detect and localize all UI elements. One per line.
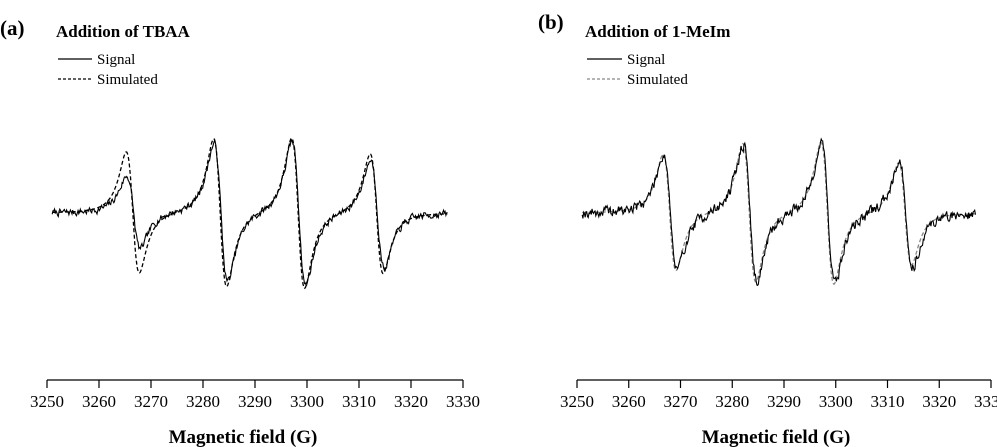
x-tick-label: 3280 [715, 392, 749, 411]
legend-label-signal: Signal [627, 52, 665, 68]
x-tick-label: 3290 [767, 392, 801, 411]
legend-label-signal: Signal [97, 52, 135, 68]
panel-label: (b) [538, 10, 564, 34]
simulated-line [582, 141, 976, 286]
x-tick-label: 3310 [871, 392, 905, 411]
x-tick-label: 3260 [612, 392, 646, 411]
simulated-line [52, 137, 448, 290]
x-axis-title: Magnetic field (G) [169, 427, 318, 447]
legend-label-simulated: Simulated [627, 72, 688, 88]
x-tick-label: 3260 [82, 392, 116, 411]
x-tick-label: 3300 [819, 392, 853, 411]
x-tick-label: 3310 [342, 392, 376, 411]
legend: Signal Simulated [58, 52, 158, 88]
x-tick-label: 3270 [664, 392, 698, 411]
x-tick-label: 3330 [974, 392, 997, 411]
legend: Signal Simulated [587, 52, 688, 88]
panel-label: (a) [0, 16, 25, 40]
x-axis-title: Magnetic field (G) [702, 427, 851, 447]
panel-b: (b) Addition of 1-MeIm Signal Simulated … [538, 10, 997, 447]
x-tick-label: 3320 [394, 392, 428, 411]
signal-line [581, 137, 977, 287]
x-tick-label: 3270 [134, 392, 168, 411]
x-tick-label: 3280 [186, 392, 220, 411]
x-tick-label: 3290 [238, 392, 272, 411]
x-tick-label: 3320 [922, 392, 956, 411]
chart-title: Addition of 1-MeIm [585, 22, 730, 41]
legend-label-simulated: Simulated [97, 72, 158, 88]
signal-line [51, 138, 448, 287]
panel-a: (a) Addition of TBAA Signal Simulated 32… [0, 16, 480, 447]
x-tick-label: 3300 [290, 392, 324, 411]
x-axis: 3250 3260 3270 3280 3290 3300 3310 3320 3330 Mag… [30, 379, 480, 447]
x-tick-label: 3330 [446, 392, 480, 411]
x-tick-label: 3250 [30, 392, 64, 411]
x-tick-label: 3250 [560, 392, 594, 411]
x-axis: 3250 3260 3270 3280 3290 3300 3310 3320 3330 Mag… [560, 379, 997, 447]
chart-title: Addition of TBAA [56, 22, 191, 41]
